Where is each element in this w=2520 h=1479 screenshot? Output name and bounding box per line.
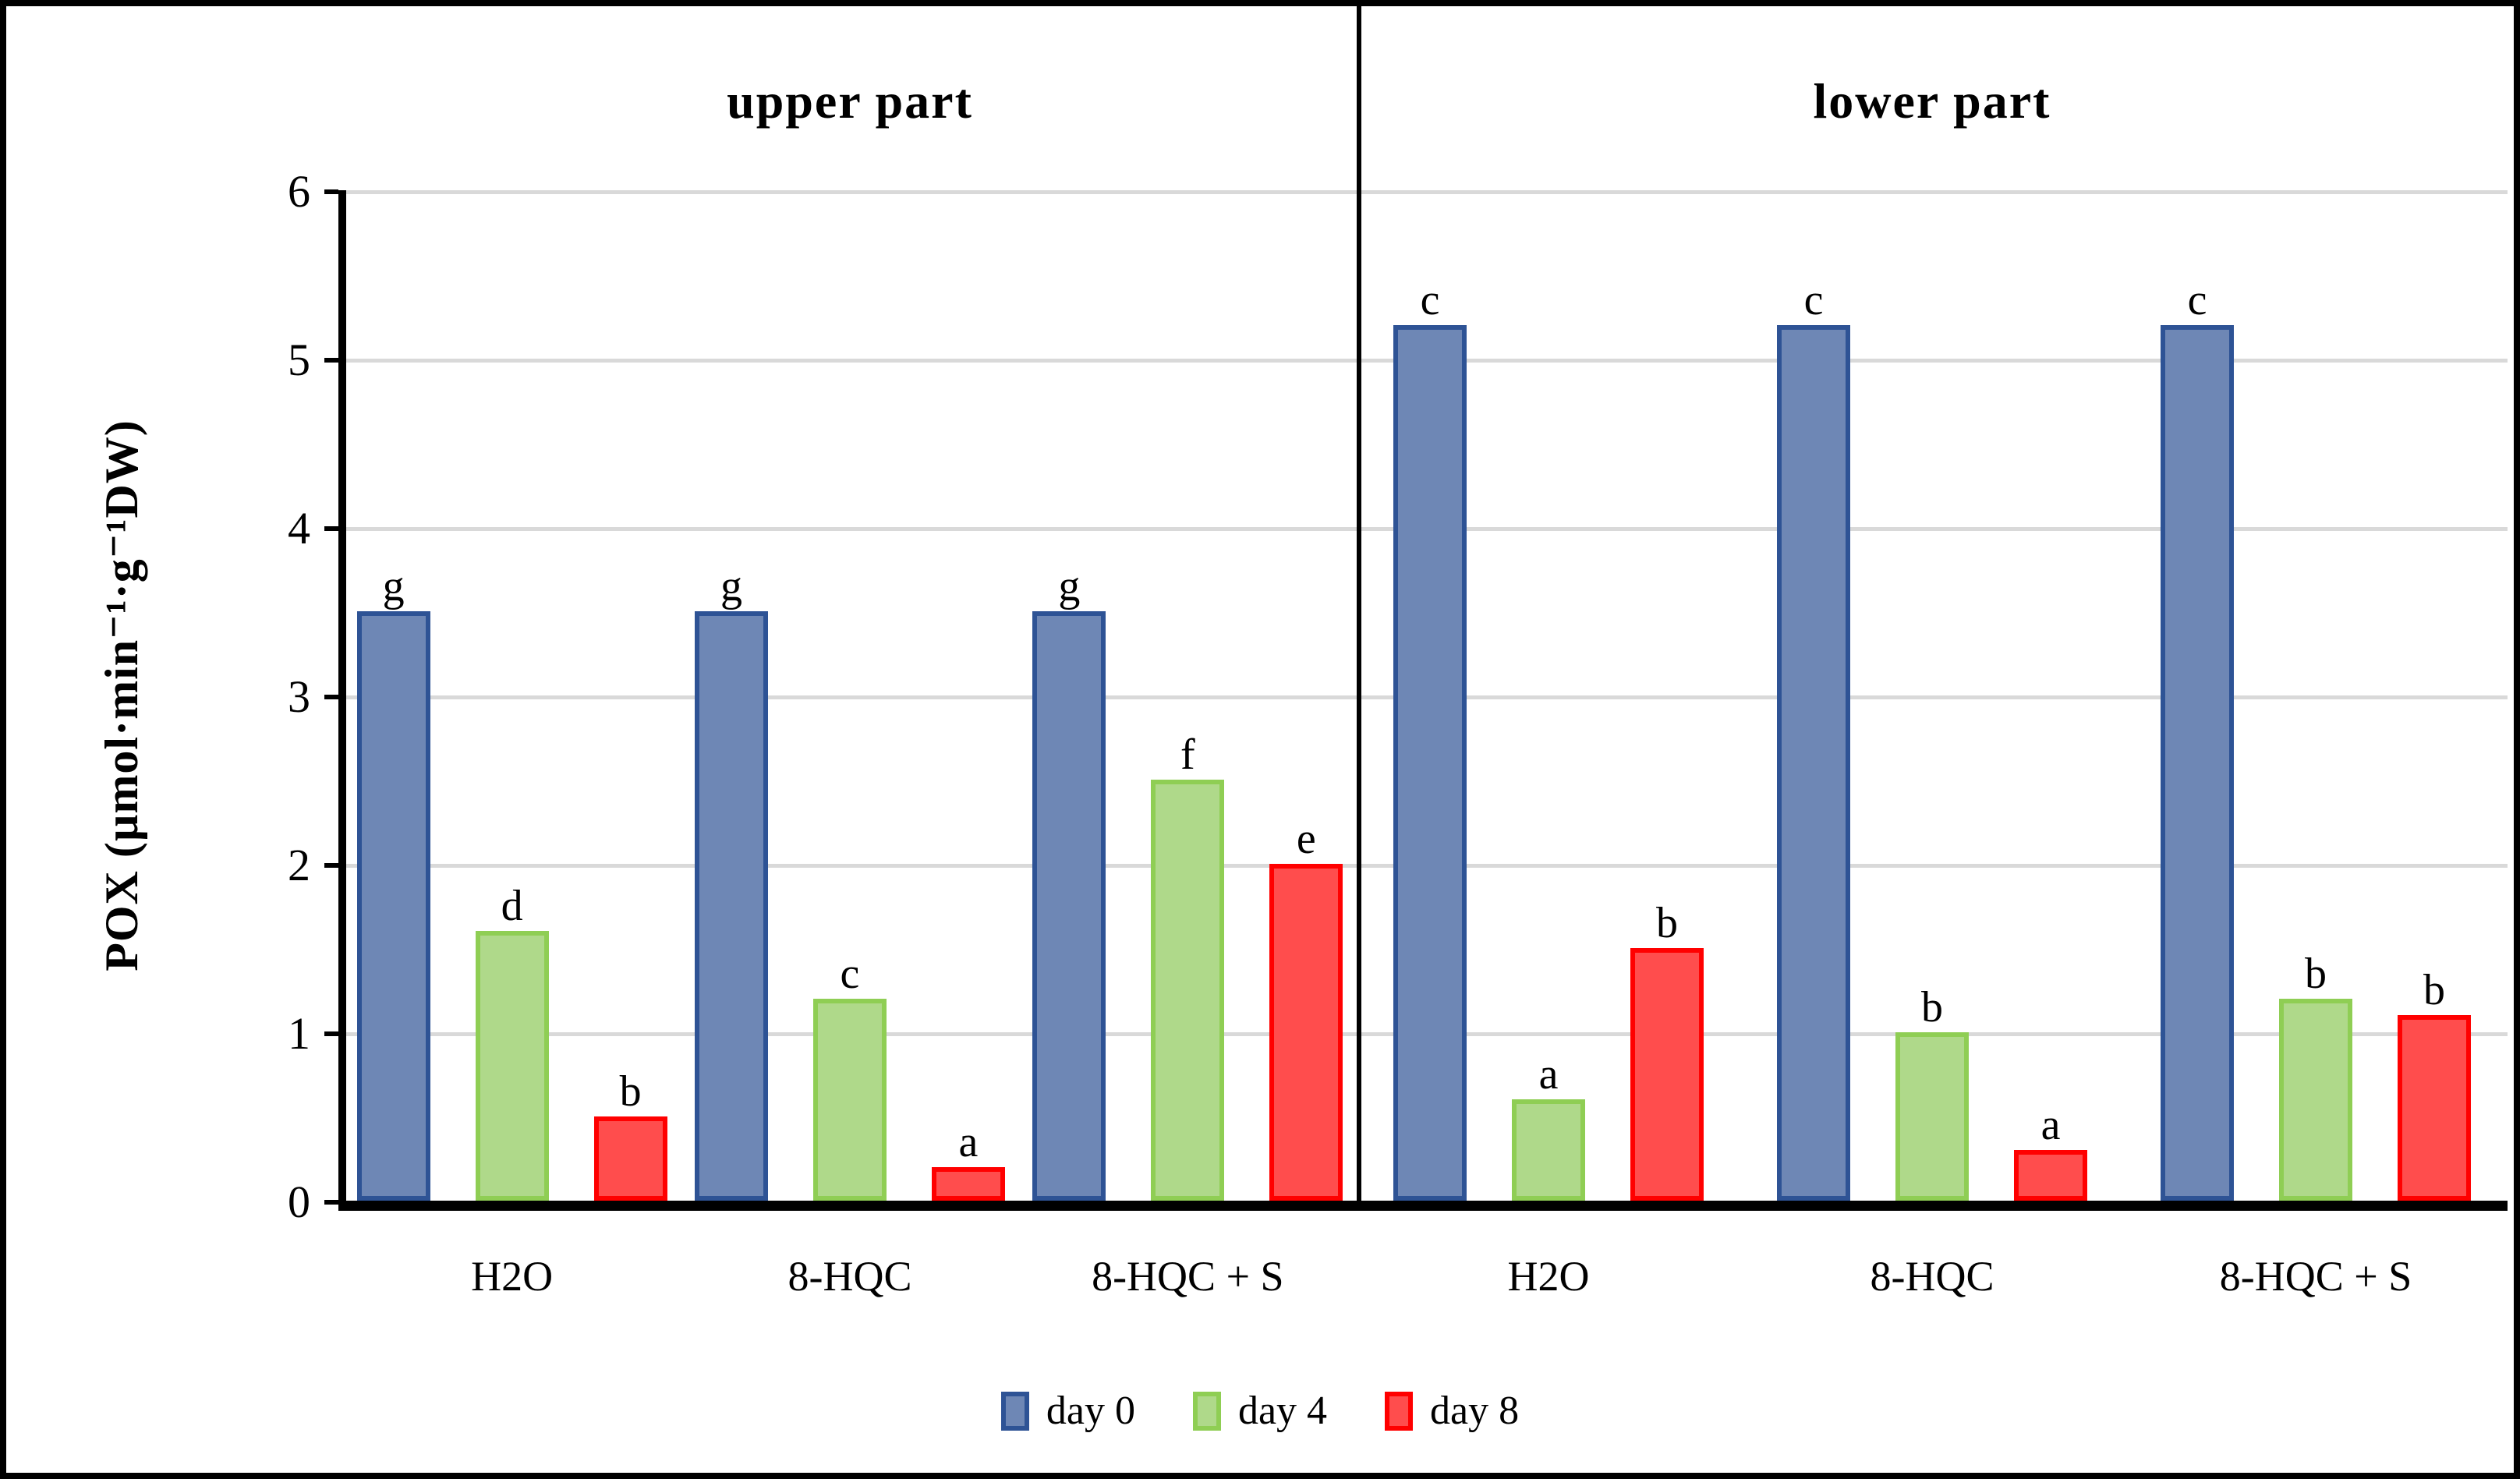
bar-day-4-8-hqc-s-upper-part: f (1151, 733, 1225, 1201)
y-axis-line (338, 190, 346, 1205)
y-tick-3 (324, 695, 338, 699)
legend: day 0 day 4 day 8 (6, 1364, 2514, 1458)
significance-letter: c (1803, 275, 1824, 324)
bar-day-8-8-hqc-s-lower-part: b (2398, 968, 2471, 1201)
bar-day-4-h2o-lower-part: a (1512, 1053, 1585, 1201)
significance-letter: g (1058, 562, 1081, 610)
bar-day-0-h2o-upper-part: g (356, 564, 430, 1201)
bar-day-0-8-hqc-s-upper-part: g (1032, 564, 1106, 1201)
panel-title-lower: lower part (1813, 73, 2051, 129)
significance-letter: b (619, 1067, 642, 1116)
bar-day-8-h2o-upper-part: b (593, 1070, 667, 1201)
bar-group-lower-part-8-hqc-s: c b b (2161, 278, 2471, 1201)
bar-group-lower-part-8-hqc: c b a (1777, 278, 2087, 1201)
legend-label: day 0 (1046, 1389, 1135, 1433)
x-category-label-8-hqc: 8-HQC (788, 1253, 912, 1300)
significance-letter: b (1656, 899, 1678, 947)
y-tick-label-4: 4 (288, 503, 310, 554)
y-tick-label-3: 3 (288, 671, 310, 722)
significance-letter: a (958, 1117, 979, 1166)
significance-letter: g (382, 562, 405, 610)
bar-day-0-h2o-lower-part: c (1393, 278, 1467, 1201)
significance-letter: g (720, 562, 742, 610)
bar-day-8-8-hqc-lower-part: a (2014, 1103, 2087, 1201)
bar-group-lower-part-h2o: c a b (1393, 278, 1704, 1201)
y-tick-label-1: 1 (288, 1008, 310, 1059)
panel-title-upper: upper part (727, 73, 973, 129)
legend-item-day-0: day 0 (1000, 1389, 1135, 1433)
bar-day-4-h2o-upper-part: d (475, 884, 549, 1201)
significance-letter: a (1538, 1050, 1559, 1099)
significance-letter: c (840, 949, 860, 998)
y-tick-label-0: 0 (288, 1176, 310, 1227)
legend-item-day-4: day 4 (1192, 1389, 1328, 1433)
panel-upper-bars: g d b g c a g f e (343, 190, 1357, 1201)
bar-group-upper-part-h2o: g d b (356, 564, 667, 1201)
significance-letter: f (1180, 731, 1195, 779)
panel-divider-line (1357, 6, 1361, 1205)
y-tick-label-2: 2 (288, 840, 310, 890)
bar-day-8-8-hqc-upper-part: a (931, 1120, 1005, 1201)
legend-item-day-8: day 8 (1385, 1391, 1519, 1431)
significance-letter: b (2305, 949, 2327, 998)
x-category-label-8-hqc-s: 8-HQC + S (2219, 1253, 2412, 1300)
significance-letter: d (501, 882, 523, 931)
legend-swatch-day-0 (1000, 1392, 1029, 1431)
bar-day-0-8-hqc-lower-part: c (1777, 278, 1850, 1201)
bar-day-4-8-hqc-upper-part: c (812, 952, 887, 1201)
y-tick-1 (324, 1031, 338, 1036)
legend-label: day 4 (1237, 1389, 1328, 1433)
significance-letter: c (2187, 275, 2207, 324)
y-axis-label: POX (µmol·min⁻¹·g⁻¹DW) (96, 419, 147, 971)
x-category-labels-lower: H2O 8-HQC 8-HQC + S (1357, 1241, 2508, 1311)
bar-day-4-8-hqc-lower-part: b (1895, 985, 1969, 1201)
gridline-6 (343, 190, 2508, 194)
x-category-label-h2o: H2O (471, 1253, 554, 1300)
bar-day-4-8-hqc-s-lower-part: b (2279, 952, 2352, 1201)
significance-letter: e (1296, 815, 1316, 863)
y-tick-2 (324, 863, 338, 868)
legend-swatch-day-8 (1385, 1392, 1414, 1431)
significance-letter: b (2423, 966, 2445, 1015)
x-category-label-h2o: H2O (1507, 1253, 1590, 1300)
bar-group-upper-part-8-hqc-s: g f e (1032, 564, 1343, 1201)
significance-letter: a (2040, 1101, 2061, 1150)
bar-day-8-h2o-lower-part: b (1630, 901, 1704, 1201)
bar-day-0-8-hqc-s-lower-part: c (2161, 278, 2234, 1201)
x-category-label-8-hqc: 8-HQC (1870, 1253, 1994, 1300)
bar-day-8-8-hqc-s-upper-part: e (1269, 817, 1343, 1201)
bar-day-0-8-hqc-upper-part: g (694, 564, 768, 1201)
y-tick-6 (324, 189, 338, 194)
plot-area: g d b g c a g f e c a b c b a c b b (343, 190, 2508, 1201)
y-tick-label-6: 6 (288, 166, 310, 217)
y-tick-label-5: 5 (288, 334, 310, 385)
significance-letter: c (1420, 275, 1440, 324)
x-category-label-8-hqc-s: 8-HQC + S (1092, 1253, 1284, 1300)
panel-lower-bars: c a b c b a c b b (1357, 190, 2508, 1201)
x-axis-line (338, 1201, 2508, 1211)
bar-group-upper-part-8-hqc: g c a (694, 564, 1005, 1201)
legend-label: day 8 (1430, 1389, 1520, 1433)
legend-swatch-day-4 (1192, 1392, 1221, 1431)
x-category-labels-upper: H2O 8-HQC 8-HQC + S (343, 1241, 1357, 1311)
y-tick-5 (324, 358, 338, 363)
y-tick-0 (324, 1200, 338, 1205)
significance-letter: b (1921, 983, 1943, 1031)
y-tick-4 (324, 526, 338, 531)
